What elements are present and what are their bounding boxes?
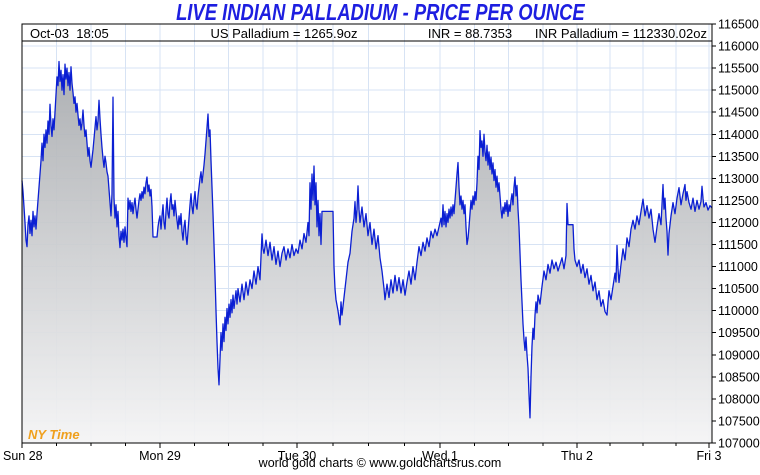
page-title: LIVE INDIAN PALLADIUM - PRICE PER OUNCE	[0, 0, 760, 24]
x-tick-label: Sun 28	[3, 449, 43, 463]
header-inr-palladium: INR Palladium = 112330.02oz	[534, 26, 707, 41]
y-tick-label: 111000	[718, 260, 758, 274]
x-tick-label: Wed 1	[422, 449, 458, 463]
header-inr-rate: INR = 88.7353	[427, 26, 513, 41]
y-tick-label: 109500	[718, 326, 760, 340]
x-tick-label: Fri 3	[697, 449, 722, 463]
y-tick-label: 107500	[718, 414, 760, 428]
y-tick-label: 111500	[718, 238, 758, 252]
footer-credit: world gold charts © www.goldchartsrus.co…	[258, 456, 502, 470]
y-tick-label: 110500	[718, 282, 759, 296]
area-fill	[22, 61, 712, 443]
y-tick-label: 108500	[718, 370, 760, 384]
y-tick-label: 113000	[718, 172, 759, 186]
y-tick-label: 115500	[718, 62, 759, 76]
x-tick-label: Mon 29	[139, 449, 181, 463]
header-us-palladium: US Palladium = 1265.9oz	[210, 26, 358, 41]
price-line	[21, 60, 713, 419]
y-tick-label: 112500	[718, 194, 759, 208]
header-datetime: Oct-03 18:05	[30, 26, 109, 41]
y-tick-label: 107000	[718, 437, 760, 451]
y-tick-label: 108000	[718, 392, 760, 406]
plot-frame	[21, 23, 713, 444]
y-tick-label: 112000	[718, 216, 759, 230]
y-tick-label: 115000	[718, 84, 759, 98]
y-tick-label: 116000	[718, 40, 759, 54]
ny-time-label: NY Time	[28, 427, 80, 442]
y-tick-label: 113500	[718, 150, 759, 164]
page-title-text: LIVE INDIAN PALLADIUM - PRICE PER OUNCE	[175, 0, 585, 25]
y-tick-label: 109000	[718, 348, 760, 362]
y-tick-label: 114000	[718, 128, 759, 142]
y-tick-label: 116500	[718, 18, 759, 32]
x-tick-label: Tue 30	[278, 449, 317, 463]
x-tick-label: Thu 2	[561, 449, 593, 463]
y-tick-label: 114500	[718, 106, 759, 120]
y-tick-label: 110000	[718, 304, 759, 318]
